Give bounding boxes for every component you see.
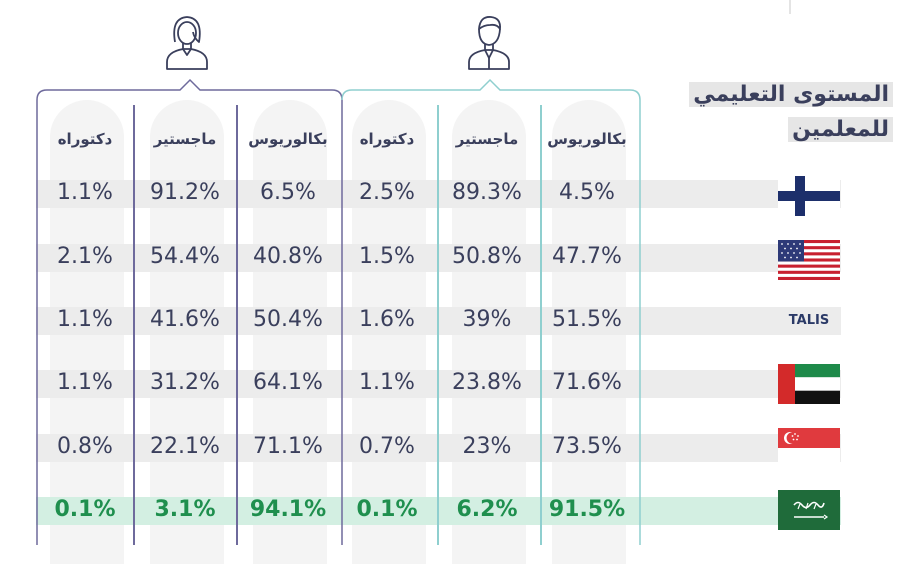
table-cell: 0.8%	[57, 434, 113, 459]
column-header: ماجستير	[153, 130, 217, 148]
column-header: دكتوراه	[57, 130, 113, 148]
row-band	[36, 370, 841, 398]
table-cell: 41.6%	[150, 307, 220, 332]
male-user-icon	[468, 16, 510, 70]
finland-flag-icon	[778, 176, 840, 216]
usa-flag-icon	[778, 240, 840, 280]
table-cell: 1.5%	[359, 244, 415, 269]
row-band	[36, 434, 841, 462]
talis-logo-text: TALIS	[788, 313, 830, 328]
table-cell: 71.1%	[253, 434, 323, 459]
table-cell: 6.5%	[260, 180, 316, 205]
row-band	[36, 244, 841, 272]
table-cell: 1.6%	[359, 307, 415, 332]
table-cell: 64.1%	[253, 370, 323, 395]
column-divider	[540, 105, 542, 545]
table-cell: 73.5%	[552, 434, 622, 459]
table-cell: 91.2%	[150, 180, 220, 205]
table-cell: 23.8%	[452, 370, 522, 395]
table-cell: 3.1%	[154, 497, 216, 522]
table-cell: 0.1%	[356, 497, 418, 522]
female-user-icon	[166, 16, 208, 70]
table-cell: 1.1%	[57, 180, 113, 205]
row-band-highlight	[36, 497, 841, 525]
row-band	[36, 180, 841, 208]
table-cell: 23%	[462, 434, 512, 459]
table-cell: 1.1%	[359, 370, 415, 395]
table-cell: 40.8%	[253, 244, 323, 269]
column-header: دكتوراه	[359, 130, 415, 148]
table-cell: 91.5%	[548, 497, 626, 522]
talis-logo: TALIS	[778, 304, 840, 338]
table-cell: 54.4%	[150, 244, 220, 269]
table-cell: 1.1%	[57, 307, 113, 332]
table-cell: 0.7%	[359, 434, 415, 459]
table-cell: 0.1%	[54, 497, 116, 522]
column-divider	[236, 105, 238, 545]
table-cell: 4.5%	[559, 180, 615, 205]
chart-title-line1: المستوى التعليمي	[689, 82, 893, 107]
table-cell: 71.6%	[552, 370, 622, 395]
table-cell: 47.7%	[552, 244, 622, 269]
table-cell: 50.8%	[452, 244, 522, 269]
female-group-bracket	[36, 78, 343, 545]
singapore-flag-icon	[778, 428, 840, 468]
column-header: ماجستير	[455, 130, 519, 148]
table-cell: 31.2%	[150, 370, 220, 395]
table-cell: 6.2%	[456, 497, 518, 522]
table-cell: 2.5%	[359, 180, 415, 205]
row-band	[36, 307, 841, 335]
table-cell: 89.3%	[452, 180, 522, 205]
column-divider	[437, 105, 439, 545]
column-header: بكالوريوس	[248, 130, 328, 148]
table-cell: 22.1%	[150, 434, 220, 459]
chart-title-line2: للمعلمين	[788, 117, 893, 142]
male-group-bracket	[341, 78, 641, 545]
table-cell: 39%	[462, 307, 512, 332]
column-header: بكالوريوس	[547, 130, 627, 148]
table-cell: 50.4%	[253, 307, 323, 332]
uae-flag-icon	[778, 364, 840, 404]
table-cell: 51.5%	[552, 307, 622, 332]
column-divider	[133, 105, 135, 545]
table-cell: 94.1%	[249, 497, 327, 522]
saudi-flag-icon	[778, 490, 840, 530]
table-cell: 2.1%	[57, 244, 113, 269]
table-cell: 1.1%	[57, 370, 113, 395]
